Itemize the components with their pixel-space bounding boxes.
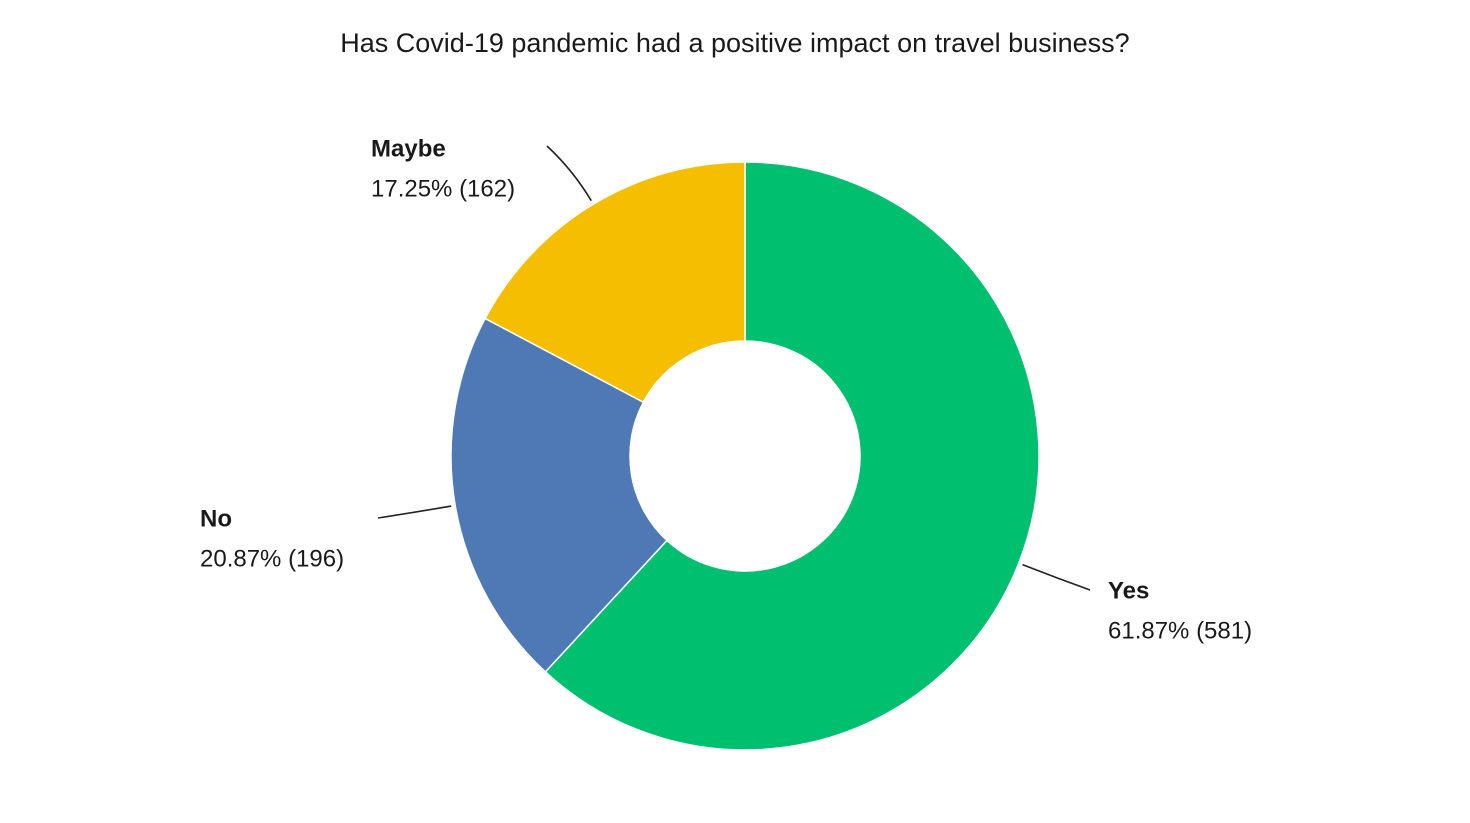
- value-label: 61.87% (581): [1108, 617, 1252, 644]
- slice: [484, 161, 746, 404]
- slice-label: Maybe: [371, 135, 446, 162]
- value-label: 20.87% (196): [200, 545, 344, 572]
- slice: [450, 317, 668, 673]
- leader-line: [1022, 563, 1091, 591]
- slice-label: No: [200, 505, 232, 532]
- leader-line: [377, 505, 452, 519]
- slice: [544, 161, 1040, 751]
- slice-label: Yes: [1108, 577, 1149, 604]
- leader-line: [546, 145, 592, 202]
- chart-title: Has Covid-19 pandemic had a positive imp…: [340, 28, 1129, 58]
- value-label: 17.25% (162): [371, 175, 515, 202]
